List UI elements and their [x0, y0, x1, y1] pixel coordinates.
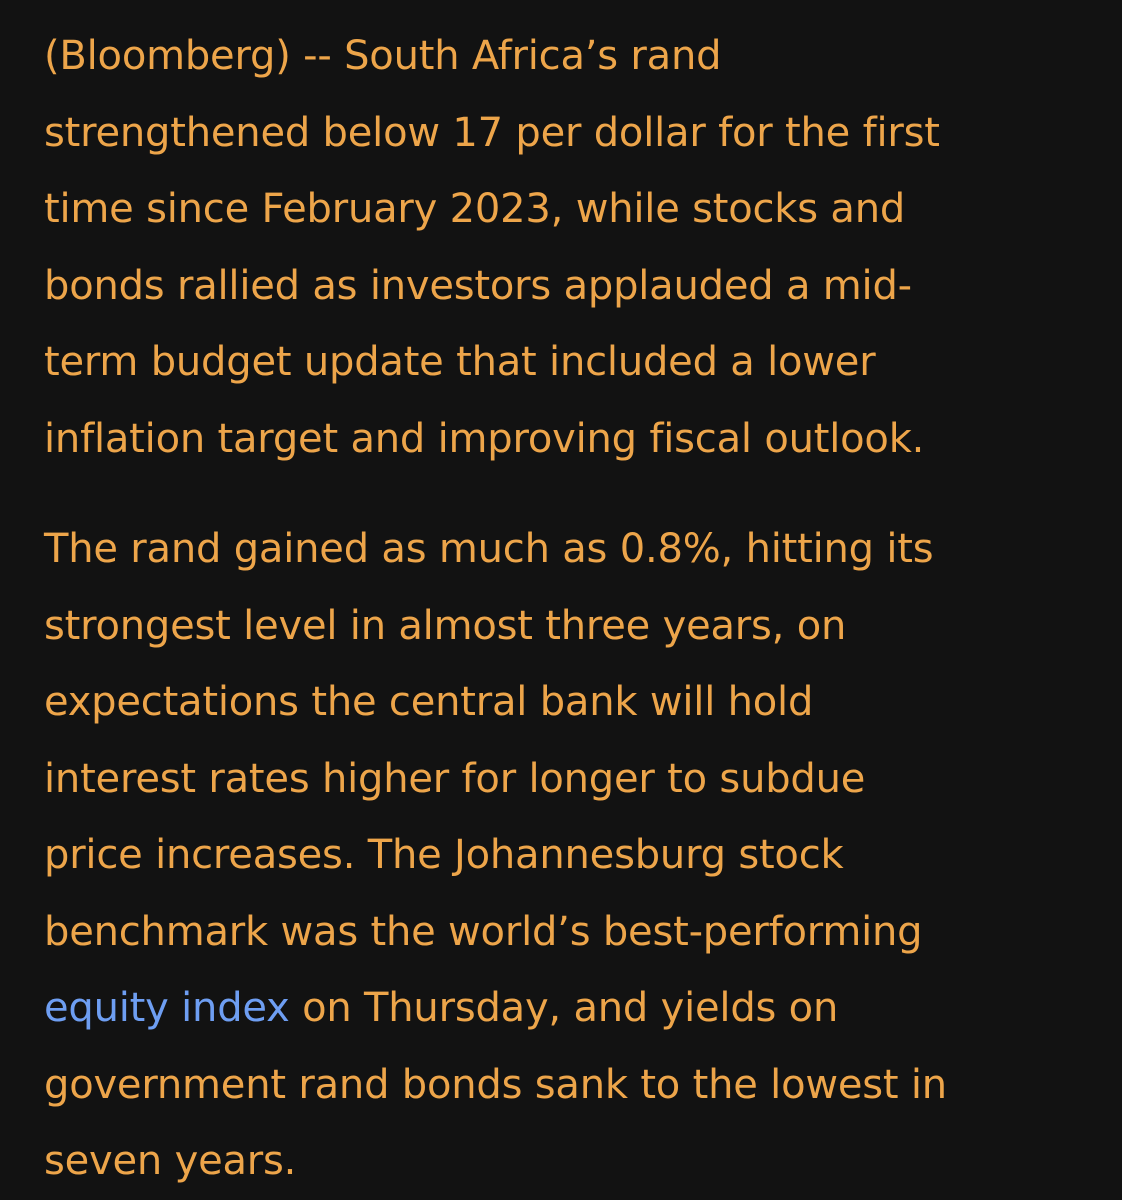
paragraph-2-line-2: strongest level in almost three years, o…: [44, 602, 847, 649]
paragraph-2-line-5: price increases. The Johannesburg stock: [44, 832, 844, 878]
paragraph-2-line-8: government rand bonds sank to the lowest…: [44, 1061, 947, 1108]
paragraph-1-line-4: bonds rallied as investors applauded a m…: [44, 262, 912, 309]
equity-index-link[interactable]: equity index: [44, 985, 290, 1031]
paragraph-2-line-3: expectations the central bank will hold: [44, 679, 814, 725]
article-paragraph-2: The rand gained as much as 0.8%, hitting…: [44, 511, 1094, 1200]
paragraph-2-line-7-text: on Thursday, and yields on: [289, 985, 839, 1031]
paragraph-1-line-5: term budget update that included a lower: [44, 339, 876, 385]
paragraph-2-line-9: seven years.: [44, 1138, 297, 1184]
paragraph-2-line-7: equity index on Thursday, and yields on: [44, 970, 1094, 1047]
paragraph-2-line-4: interest rates higher for longer to subd…: [44, 755, 866, 802]
paragraph-2-line-6: benchmark was the world’s best-performin…: [44, 908, 923, 955]
paragraph-spacing: [44, 477, 1094, 511]
paragraph-1-line-3: time since February 2023, while stocks a…: [44, 186, 906, 232]
paragraph-1-line-6: inflation target and improving fiscal ou…: [44, 415, 925, 462]
paragraph-1-line-1: (Bloomberg) -- South Africa’s rand: [44, 33, 722, 79]
article-paragraph-1: (Bloomberg) -- South Africa’s rand stren…: [44, 18, 1094, 477]
paragraph-2-line-1: The rand gained as much as 0.8%, hitting…: [44, 526, 934, 572]
paragraph-1-line-2: strengthened below 17 per dollar for the…: [44, 109, 940, 156]
article-body: (Bloomberg) -- South Africa’s rand stren…: [44, 18, 1094, 1200]
